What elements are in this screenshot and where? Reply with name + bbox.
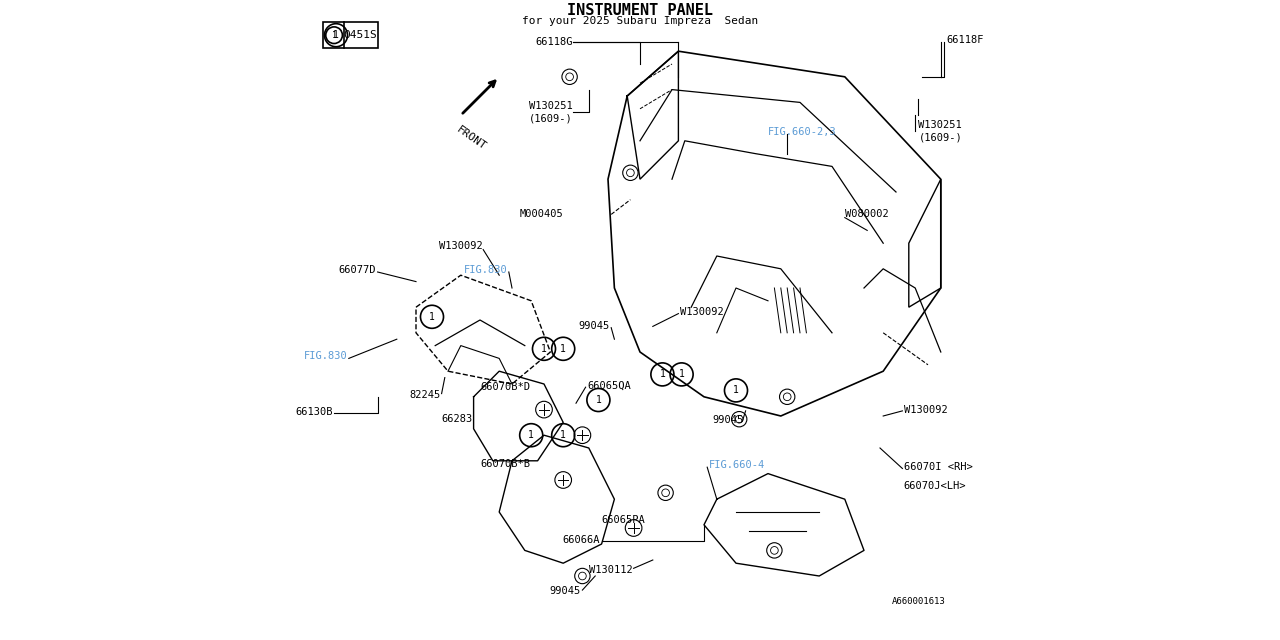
Text: INSTRUMENT PANEL: INSTRUMENT PANEL <box>567 3 713 18</box>
Text: 66066A: 66066A <box>563 534 600 545</box>
Text: (1609-): (1609-) <box>529 113 573 124</box>
Text: 1: 1 <box>333 30 339 40</box>
Text: 66118F: 66118F <box>946 35 983 45</box>
Text: 66283: 66283 <box>442 414 472 424</box>
Text: W130112: W130112 <box>589 564 632 575</box>
Text: W080002: W080002 <box>845 209 888 220</box>
Text: 1: 1 <box>529 430 534 440</box>
Text: 82245: 82245 <box>410 390 440 400</box>
Text: A660001613: A660001613 <box>892 597 946 606</box>
Text: 66130B: 66130B <box>296 406 333 417</box>
Text: 66077D: 66077D <box>339 265 376 275</box>
Text: 1: 1 <box>659 369 666 380</box>
Text: 1: 1 <box>429 312 435 322</box>
Text: FRONT: FRONT <box>454 125 488 152</box>
Text: M000405: M000405 <box>520 209 563 220</box>
Text: 66070B*B: 66070B*B <box>480 459 530 469</box>
Text: 99045: 99045 <box>713 415 744 425</box>
Text: 1: 1 <box>678 369 685 380</box>
Text: 1: 1 <box>561 430 566 440</box>
Text: for your 2025 Subaru Impreza  Sedan: for your 2025 Subaru Impreza Sedan <box>522 16 758 26</box>
Text: 1: 1 <box>733 385 739 396</box>
Text: W130092: W130092 <box>680 307 723 317</box>
Text: FIG.660-4: FIG.660-4 <box>709 460 764 470</box>
Text: 1: 1 <box>332 31 337 40</box>
Text: 99045: 99045 <box>550 586 581 596</box>
Text: W130251: W130251 <box>919 120 963 130</box>
Text: 66070J<LH>: 66070J<LH> <box>904 481 966 492</box>
Text: W130251: W130251 <box>529 100 573 111</box>
Text: 66065PA: 66065PA <box>602 515 645 525</box>
Text: 1: 1 <box>561 344 566 354</box>
Text: W130092: W130092 <box>439 241 484 252</box>
Text: FIG.660-2,3: FIG.660-2,3 <box>768 127 837 138</box>
Text: 1: 1 <box>541 344 547 354</box>
Text: FIG.830: FIG.830 <box>463 265 507 275</box>
Text: (1609-): (1609-) <box>919 132 963 143</box>
Text: 66070I <RH>: 66070I <RH> <box>904 462 973 472</box>
Text: FIG.830: FIG.830 <box>303 351 348 362</box>
Text: 66118G: 66118G <box>535 36 573 47</box>
Text: W130092: W130092 <box>904 404 947 415</box>
Text: 66070B*D: 66070B*D <box>480 382 530 392</box>
Text: 66065QA: 66065QA <box>586 381 631 391</box>
Text: 99045: 99045 <box>579 321 611 332</box>
Text: 0451S: 0451S <box>343 30 376 40</box>
Text: 1: 1 <box>595 395 602 405</box>
